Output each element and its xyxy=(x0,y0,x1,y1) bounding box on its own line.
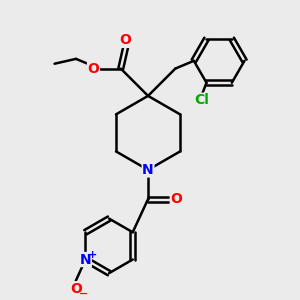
Text: N: N xyxy=(80,253,91,266)
Text: O: O xyxy=(88,61,99,76)
Text: +: + xyxy=(88,250,97,260)
Text: O: O xyxy=(170,192,182,206)
Text: Cl: Cl xyxy=(194,93,209,107)
Text: O: O xyxy=(70,282,82,296)
Text: N: N xyxy=(142,163,154,177)
Text: O: O xyxy=(120,33,132,47)
Text: −: − xyxy=(79,289,88,298)
